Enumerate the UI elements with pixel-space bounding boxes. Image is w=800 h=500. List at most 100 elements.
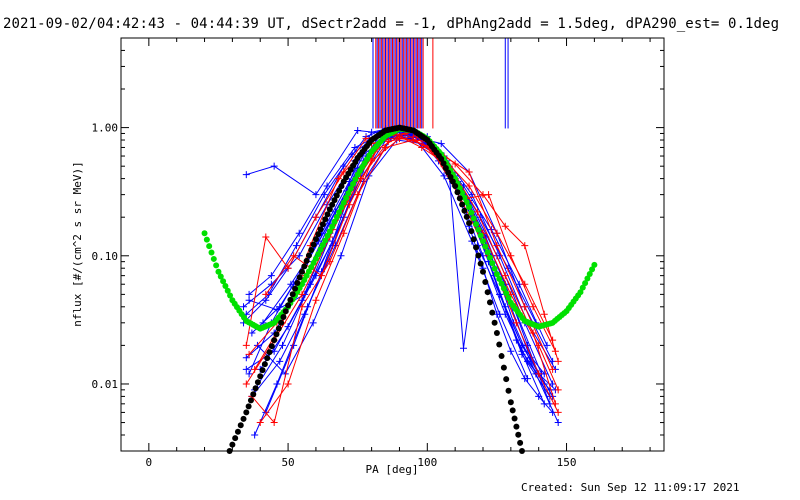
model-dot [484,249,491,256]
model-dot [463,213,470,220]
model-dot [438,155,445,162]
data-point [245,290,253,298]
model-dot [579,284,586,291]
data-point [309,319,317,327]
model-dot [259,367,266,374]
model-dot [489,309,496,316]
data-point [518,350,526,358]
data-point [240,303,248,311]
model-dot [227,292,234,299]
data-point [521,303,529,311]
model-dot [498,353,505,360]
y-axis-label: nflux [#/(cm^2 s sr MeV)] [71,161,84,327]
model-dot [319,242,326,249]
model-dot [503,290,510,297]
data-point [465,182,473,190]
model-dot [331,197,338,204]
data-point [262,233,270,241]
x-tick-label: 50 [281,456,294,469]
data-point [334,175,342,183]
data-point [248,329,256,337]
model-dot [475,226,482,233]
reference-lines [372,38,509,129]
data-point [267,272,275,280]
data-point [242,171,250,179]
model-dot [491,319,498,326]
model-dot [210,255,217,262]
model-dot [336,209,343,216]
model-dot [261,361,268,368]
model-dot [322,216,329,223]
data-point [551,347,559,355]
model-dot [215,268,222,275]
model-dot [208,249,215,256]
data-point [529,329,537,337]
model-dot [324,211,331,218]
model-dot [477,232,484,239]
model-dot [477,260,484,267]
data-point [245,296,253,304]
model-dot [484,289,491,296]
data-point [340,229,348,237]
model-dot [340,199,347,206]
data-point [554,408,562,416]
series-layer [240,125,562,439]
data-point [345,201,353,209]
model-dot [303,257,310,264]
model-dot [486,299,493,306]
model-dot [257,373,264,380]
series-line-5 [246,129,554,362]
data-point [440,172,448,180]
data-point [501,272,509,280]
series-line-25 [245,131,554,385]
model-dot [333,192,340,199]
model-dot [333,213,340,220]
model-dot [247,397,254,404]
model-dot [250,391,257,398]
model-dot [322,237,329,244]
model-dot [240,415,247,422]
model-dot [461,194,468,201]
model-dot [312,255,319,262]
model-dot [319,221,326,228]
data-point [242,365,250,373]
data-point [251,431,259,439]
model-dot [222,283,229,290]
model-dot [310,241,317,248]
model-dot [266,349,273,356]
data-point [292,242,300,250]
model-dot [480,268,486,275]
model-dot [268,343,275,350]
data-point [284,380,292,388]
model-dot [220,278,227,285]
model-dot [224,287,231,294]
data-point [362,135,370,143]
data-point [323,182,331,190]
model-dot [511,415,518,422]
data-point [451,160,459,168]
model-dot [466,220,473,227]
model-dot [493,329,500,336]
model-dot [285,302,292,309]
model-dot [201,230,208,237]
model-dot [338,183,345,190]
x-axis-label: PA [deg] [366,463,419,476]
model-dot [317,246,324,253]
model-dot [461,207,468,214]
data-point [549,380,557,388]
model-dot [445,169,452,176]
model-dot [292,285,299,292]
model-dot [343,194,350,201]
data-point [298,290,306,298]
model-dot [203,236,210,243]
series-line-20 [251,139,554,424]
model-dot [324,232,331,239]
model-dot [237,422,244,429]
model-dot [329,201,336,208]
data-point [351,143,359,151]
data-point [554,357,562,365]
model-dot [305,252,312,259]
data-point [317,272,325,280]
model-dot [278,319,285,326]
